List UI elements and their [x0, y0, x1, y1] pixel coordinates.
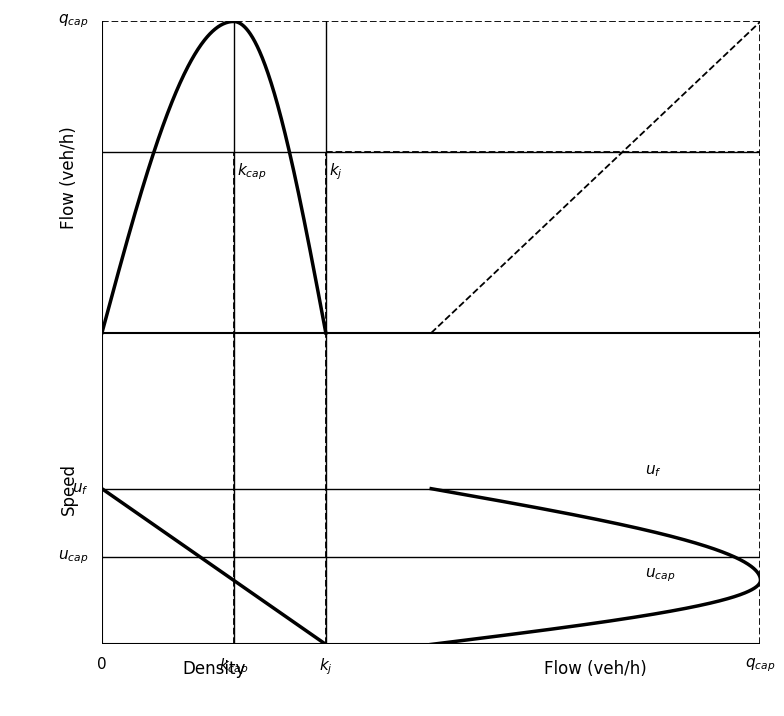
Text: $k_{cap}$: $k_{cap}$: [219, 657, 249, 677]
Text: Speed: Speed: [60, 463, 78, 515]
Text: $u_f$: $u_f$: [72, 481, 89, 496]
Text: $k_{cap}$: $k_{cap}$: [237, 162, 267, 183]
Text: Flow (veh/h): Flow (veh/h): [60, 126, 78, 228]
Text: $k_j$: $k_j$: [319, 657, 332, 677]
Text: $q_{cap}$: $q_{cap}$: [58, 13, 89, 30]
Text: $u_{cap}$: $u_{cap}$: [645, 566, 676, 584]
Text: $u_{cap}$: $u_{cap}$: [59, 548, 89, 566]
Text: Flow (veh/h): Flow (veh/h): [544, 660, 648, 678]
Text: $q_{cap}$: $q_{cap}$: [746, 657, 775, 674]
Text: $k_j$: $k_j$: [329, 162, 343, 183]
Text: $u_f$: $u_f$: [645, 464, 662, 479]
Text: Density: Density: [182, 660, 245, 678]
Text: 0: 0: [97, 657, 107, 672]
